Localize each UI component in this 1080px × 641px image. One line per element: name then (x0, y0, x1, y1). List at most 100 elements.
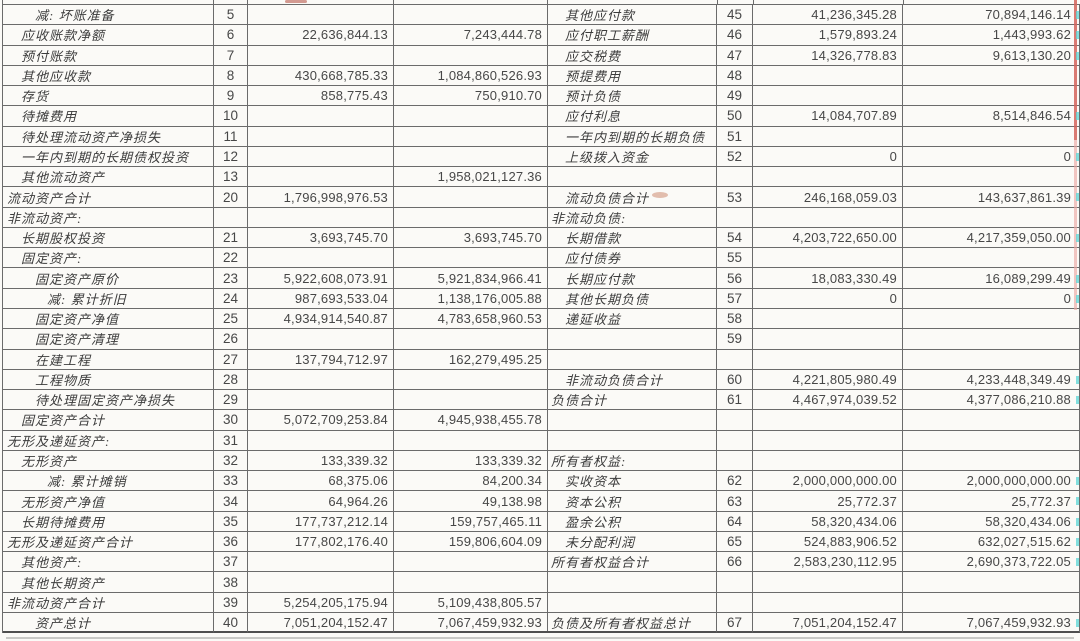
cell-line-number: 24 (214, 288, 248, 309)
cell-amount-col1: 4,934,914,540.87 (248, 308, 394, 330)
cell-item-label: 流动负债合计 (547, 187, 717, 208)
scan-cyan-fringe (1076, 375, 1079, 384)
cell-item-label: 无形及递延资产: (3, 430, 214, 451)
cell-amount-col2: 4,783,658,960.53 (394, 308, 548, 330)
cell-amount-col1: 4,203,722,650.00 (753, 227, 903, 249)
cell-amount-col1: 1,796,998,976.53 (248, 187, 394, 208)
cell-item-label: 无形及递延资产合计 (3, 531, 214, 553)
column-line-stub (247, 0, 248, 4)
cell-amount-col2 (394, 248, 548, 269)
cell-item-label: 固定资产净值 (3, 308, 214, 330)
cell-item-label: 存货 (3, 86, 214, 107)
cell-line-number: 25 (214, 308, 248, 330)
scan-cyan-fringe (1076, 274, 1079, 283)
cell-amount-col2: 8,514,846.54 (903, 106, 1080, 127)
cell-item-label: 无形资产 (3, 450, 214, 472)
scan-cyan-fringe (1076, 538, 1079, 547)
cell-line-number: 9 (214, 86, 248, 107)
cell-amount-col1: 5,254,205,175.94 (248, 592, 394, 613)
cell-line-number: 67 (717, 612, 753, 634)
cell-line-number: 26 (214, 329, 248, 350)
cell-item-label: 非流动负债合计 (547, 369, 717, 391)
cell-item-label: 在建工程 (3, 349, 214, 370)
cell-amount-col1: 987,693,533.04 (248, 288, 394, 309)
cell-amount-col1 (248, 390, 394, 411)
cell-item-label: 实收资本 (547, 471, 717, 492)
cell-item-label: 其他应付款 (547, 5, 717, 26)
cell-amount-col1: 430,668,785.33 (248, 65, 394, 87)
cell-line-number: 55 (717, 248, 753, 269)
cell-amount-col1: 3,693,745.70 (248, 227, 394, 249)
cell-amount-col2: 750,910.70 (394, 86, 548, 107)
scan-cyan-fringe (1076, 31, 1079, 40)
cell-amount-col2: 1,138,176,005.88 (394, 288, 548, 309)
scan-cyan-fringe (1076, 558, 1079, 567)
cell-amount-col2 (903, 430, 1080, 451)
cell-amount-col2: 1,443,993.62 (903, 25, 1080, 46)
cell-item-label: 资本公积 (547, 491, 717, 512)
cell-amount-col1: 7,051,204,152.47 (753, 612, 903, 634)
cell-amount-col2: 7,243,444.78 (394, 25, 548, 46)
cell-item-label: 固定资产清理 (3, 329, 214, 350)
cell-item-label: 一年内到期的长期负债 (547, 126, 717, 147)
cell-amount-col1: 4,467,974,039.52 (753, 390, 903, 411)
cell-amount-col2: 25,772.37 (903, 491, 1080, 512)
cell-line-number: 21 (214, 227, 248, 249)
cell-item-label: 固定资产原价 (3, 268, 214, 289)
cell-line-number: 32 (214, 450, 248, 472)
cell-amount-col1 (753, 86, 903, 107)
cell-amount-col2: 84,200.34 (394, 471, 548, 492)
cell-item-label: 应收账款净额 (3, 25, 214, 46)
cell-line-number: 22 (214, 248, 248, 269)
cell-amount-col2: 58,320,434.06 (903, 511, 1080, 532)
scan-cyan-fringe (1076, 193, 1079, 202)
cell-line-number (717, 167, 753, 188)
cell-line-number: 61 (717, 390, 753, 411)
cell-amount-col1 (753, 248, 903, 269)
column-line-stub (717, 0, 718, 4)
cell-amount-col1 (753, 167, 903, 188)
cell-amount-col2: 5,921,834,966.41 (394, 268, 548, 289)
column-line-stub (2, 0, 3, 4)
cell-amount-col1: 858,775.43 (248, 86, 394, 107)
cell-line-number: 47 (717, 45, 753, 66)
cell-item-label: 长期待摊费用 (3, 511, 214, 532)
cell-amount-col2 (903, 329, 1080, 350)
cell-item-label (547, 329, 717, 350)
cell-amount-col2: 1,084,860,526.93 (394, 65, 548, 87)
liabilities-equity-table: 其他应付款 45 41,236,345.28 70,894,146.14 应付职工薪酬 4… (547, 4, 1080, 634)
cell-amount-col1: 68,375.06 (248, 471, 394, 492)
cell-item-label: 负债合计 (547, 390, 717, 411)
cell-item-label: 上级拨入资金 (547, 146, 717, 168)
cell-amount-col1: 25,772.37 (753, 491, 903, 512)
cell-amount-col1 (753, 329, 903, 350)
cell-line-number: 31 (214, 430, 248, 451)
cell-line-number: 40 (214, 612, 248, 634)
cell-amount-col1 (753, 430, 903, 451)
cell-item-label: 所有者权益: (547, 450, 717, 472)
cell-amount-col1 (753, 308, 903, 330)
cell-line-number: 12 (214, 146, 248, 168)
cell-line-number: 57 (717, 288, 753, 309)
scan-cyan-fringe (1076, 619, 1079, 628)
cell-amount-col2 (903, 572, 1080, 593)
cell-item-label: 待摊费用 (3, 106, 214, 127)
column-line-stub (753, 0, 754, 4)
cell-amount-col1 (248, 5, 394, 26)
cell-amount-col1: 7,051,204,152.47 (248, 612, 394, 634)
cell-amount-col2: 159,757,465.11 (394, 511, 548, 532)
cell-line-number: 28 (214, 369, 248, 391)
cell-amount-col2 (903, 86, 1080, 107)
cell-line-number (717, 572, 753, 593)
cell-amount-col1: 0 (753, 288, 903, 309)
cell-item-label: 非流动资产: (3, 207, 214, 228)
scan-cyan-fringe (1076, 477, 1079, 486)
cell-item-label: 非流动资产合计 (3, 592, 214, 613)
cell-amount-col1: 1,579,893.24 (753, 25, 903, 46)
cell-item-label: 待处理流动资产净损失 (3, 126, 214, 147)
cell-amount-col2: 9,613,130.20 (903, 45, 1080, 66)
cell-line-number: 10 (214, 106, 248, 127)
cell-item-label: 所有者权益合计 (547, 552, 717, 573)
cell-amount-col2 (394, 430, 548, 451)
